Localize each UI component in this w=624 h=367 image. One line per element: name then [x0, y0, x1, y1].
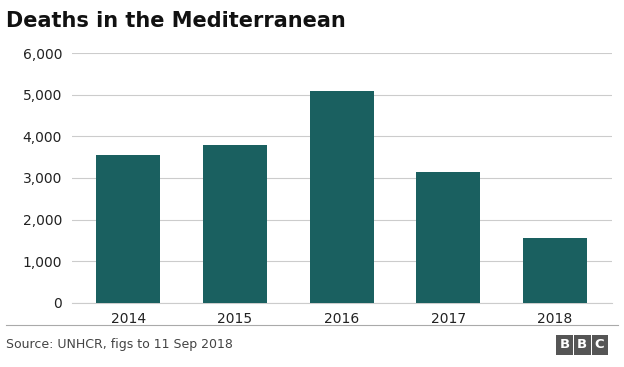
Bar	[310, 91, 374, 303]
Text: Deaths in the Mediterranean: Deaths in the Mediterranean	[6, 11, 346, 31]
Bar	[203, 145, 267, 303]
Text: B: B	[560, 338, 570, 352]
Bar	[416, 172, 480, 303]
Bar	[523, 238, 587, 303]
Text: B: B	[577, 338, 587, 352]
Text: C: C	[595, 338, 605, 352]
Text: Source: UNHCR, figs to 11 Sep 2018: Source: UNHCR, figs to 11 Sep 2018	[6, 338, 233, 352]
Bar	[96, 155, 160, 303]
